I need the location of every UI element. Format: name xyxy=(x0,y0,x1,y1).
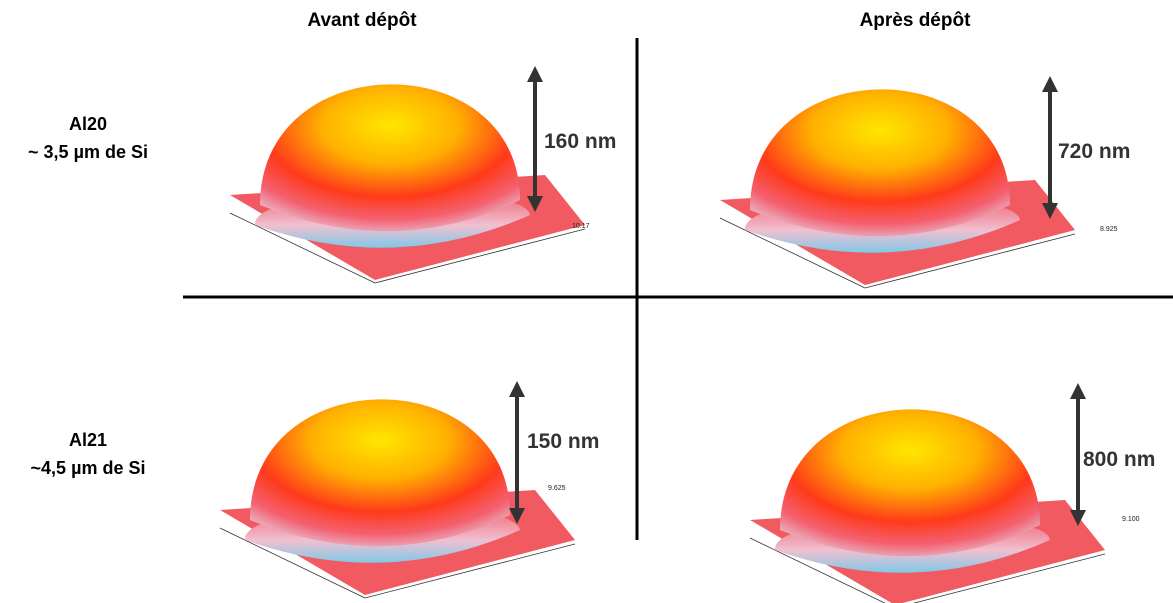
height-label: 800 nm xyxy=(1083,448,1155,471)
row-label: Al20 xyxy=(69,114,107,134)
scale-label: 9.625 xyxy=(548,485,566,492)
column-header: Après dépôt xyxy=(860,10,972,31)
height-label: 150 nm xyxy=(527,430,599,453)
afm-image xyxy=(219,398,576,599)
row-label: Al21 xyxy=(69,430,107,450)
afm-image xyxy=(749,408,1106,603)
column-header: Avant dépôt xyxy=(307,10,417,31)
row-label: ~ 3,5 µm de Si xyxy=(28,142,148,162)
height-arrows xyxy=(509,66,1086,526)
scale-label: 9.100 xyxy=(1122,516,1140,523)
afm-image xyxy=(229,83,586,284)
height-label: 720 nm xyxy=(1058,140,1130,163)
scale-label: 8.925 xyxy=(1100,226,1118,233)
height-label: 160 nm xyxy=(544,130,616,153)
row-label: ~4,5 µm de Si xyxy=(31,458,146,478)
afm-image xyxy=(719,88,1076,289)
scale-label: 10.17 xyxy=(572,223,590,230)
